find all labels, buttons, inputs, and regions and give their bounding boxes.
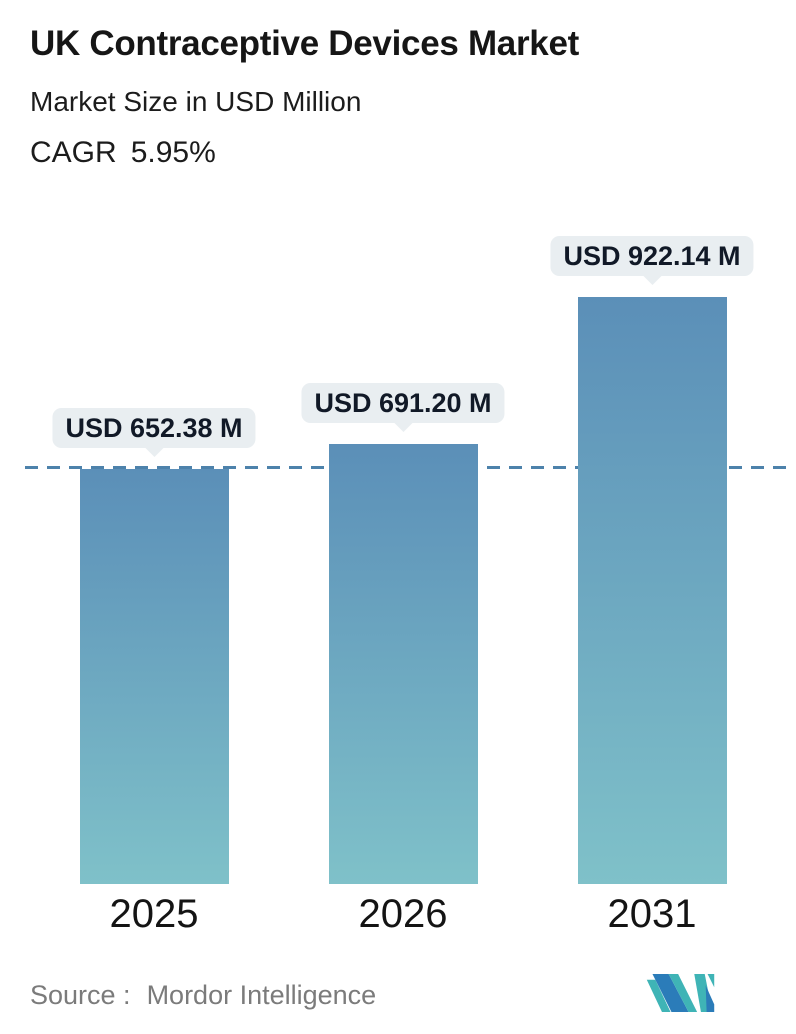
source-attribution: Source : Mordor Intelligence — [30, 980, 376, 1011]
cagr-value: 5.95% — [130, 136, 216, 169]
source-label: Source : — [30, 980, 131, 1010]
value-callout-2031: USD 922.14 M — [550, 236, 754, 276]
x-axis-label-2031: 2031 — [607, 892, 697, 936]
chart-subtitle: Market Size in USD Million — [30, 86, 362, 117]
value-callout-2025: USD 652.38 M — [52, 408, 256, 448]
page-title: UK Contraceptive Devices Market — [30, 24, 579, 63]
x-axis-label-2025: 2025 — [109, 892, 199, 936]
x-axis-label-2026: 2026 — [358, 892, 448, 936]
bar-2025 — [79, 469, 229, 884]
cagr-label: CAGR — [30, 136, 117, 169]
cagr-row: CAGR 5.95% — [30, 136, 216, 170]
mordor-intelligence-logo — [646, 974, 715, 1012]
bar-2026 — [328, 444, 478, 884]
bar-2031 — [577, 297, 727, 884]
source-value: Mordor Intelligence — [146, 980, 377, 1010]
value-callout-2026: USD 691.20 M — [301, 383, 505, 423]
